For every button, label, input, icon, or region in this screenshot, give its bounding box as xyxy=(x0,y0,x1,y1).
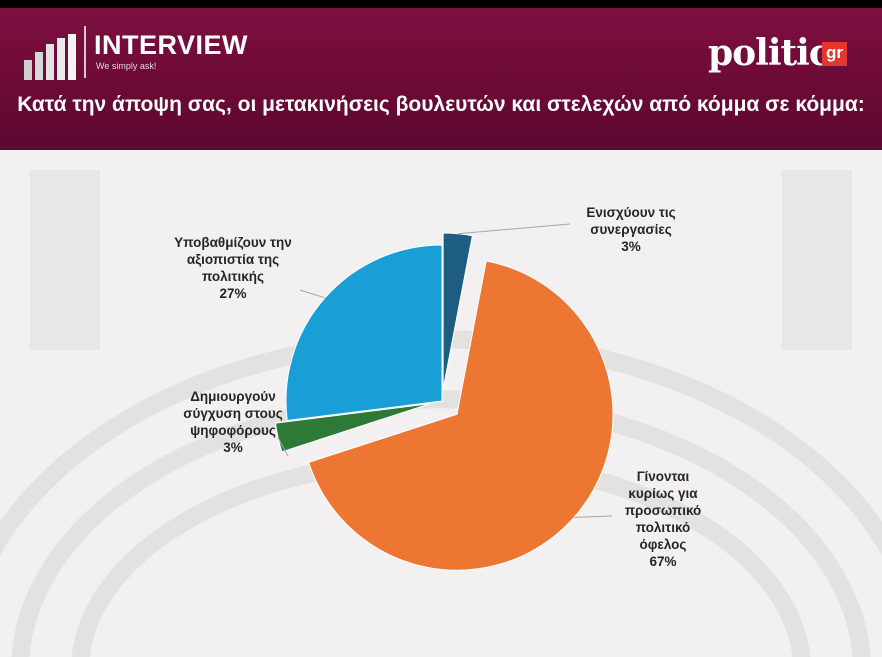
label-value: 27% xyxy=(219,286,247,301)
leader-line xyxy=(299,289,326,299)
logo-divider xyxy=(84,26,86,78)
leader-line xyxy=(574,515,613,518)
logo-title: INTERVIEW xyxy=(94,30,249,60)
slice-voter-confusion xyxy=(274,403,431,453)
brand-name: politic xyxy=(708,32,831,74)
slice-strengthen-cooperation xyxy=(442,232,473,390)
slice-credibility-downgrade xyxy=(285,244,443,422)
label-text: Ενισχύουν τις συνεργασίες xyxy=(586,205,676,237)
label-text: Γίνονται κυρίως για προσωπικό πολιτικό ό… xyxy=(624,469,702,552)
header-banner: INTERVIEW We simply ask! politic gr Κατά… xyxy=(0,8,882,150)
chart-title: Κατά την άποψη σας, οι μετακινήσεις βουλ… xyxy=(17,93,865,116)
logo-tagline: We simply ask! xyxy=(96,61,157,71)
leader-line xyxy=(277,437,289,457)
slice-personal-benefit xyxy=(308,260,614,571)
pie-chart xyxy=(274,223,614,571)
brand-suffix-badge: gr xyxy=(822,42,847,66)
label-text: Υποβαθμίζουν την αξιοπιστία της πολιτική… xyxy=(174,235,292,284)
label-credibility-downgrade: Υποβαθμίζουν την αξιοπιστία της πολιτική… xyxy=(168,234,298,302)
label-value: 3% xyxy=(621,239,641,254)
label-value: 3% xyxy=(223,440,243,455)
slide: INTERVIEW We simply ask! politic gr Κατά… xyxy=(0,8,882,657)
interview-logo-icon xyxy=(24,34,76,80)
label-personal-benefit: Γίνονται κυρίως για προσωπικό πολιτικό ό… xyxy=(613,468,713,570)
leader-line xyxy=(457,223,571,235)
label-strengthen-cooperation: Ενισχύουν τις συνεργασίες 3% xyxy=(566,204,696,255)
label-text: Δημιουργούν σύγχυση στους ψηφοφόρους xyxy=(183,389,283,438)
label-voter-confusion: Δημιουργούν σύγχυση στους ψηφοφόρους 3% xyxy=(178,388,288,456)
label-value: 67% xyxy=(649,554,677,569)
